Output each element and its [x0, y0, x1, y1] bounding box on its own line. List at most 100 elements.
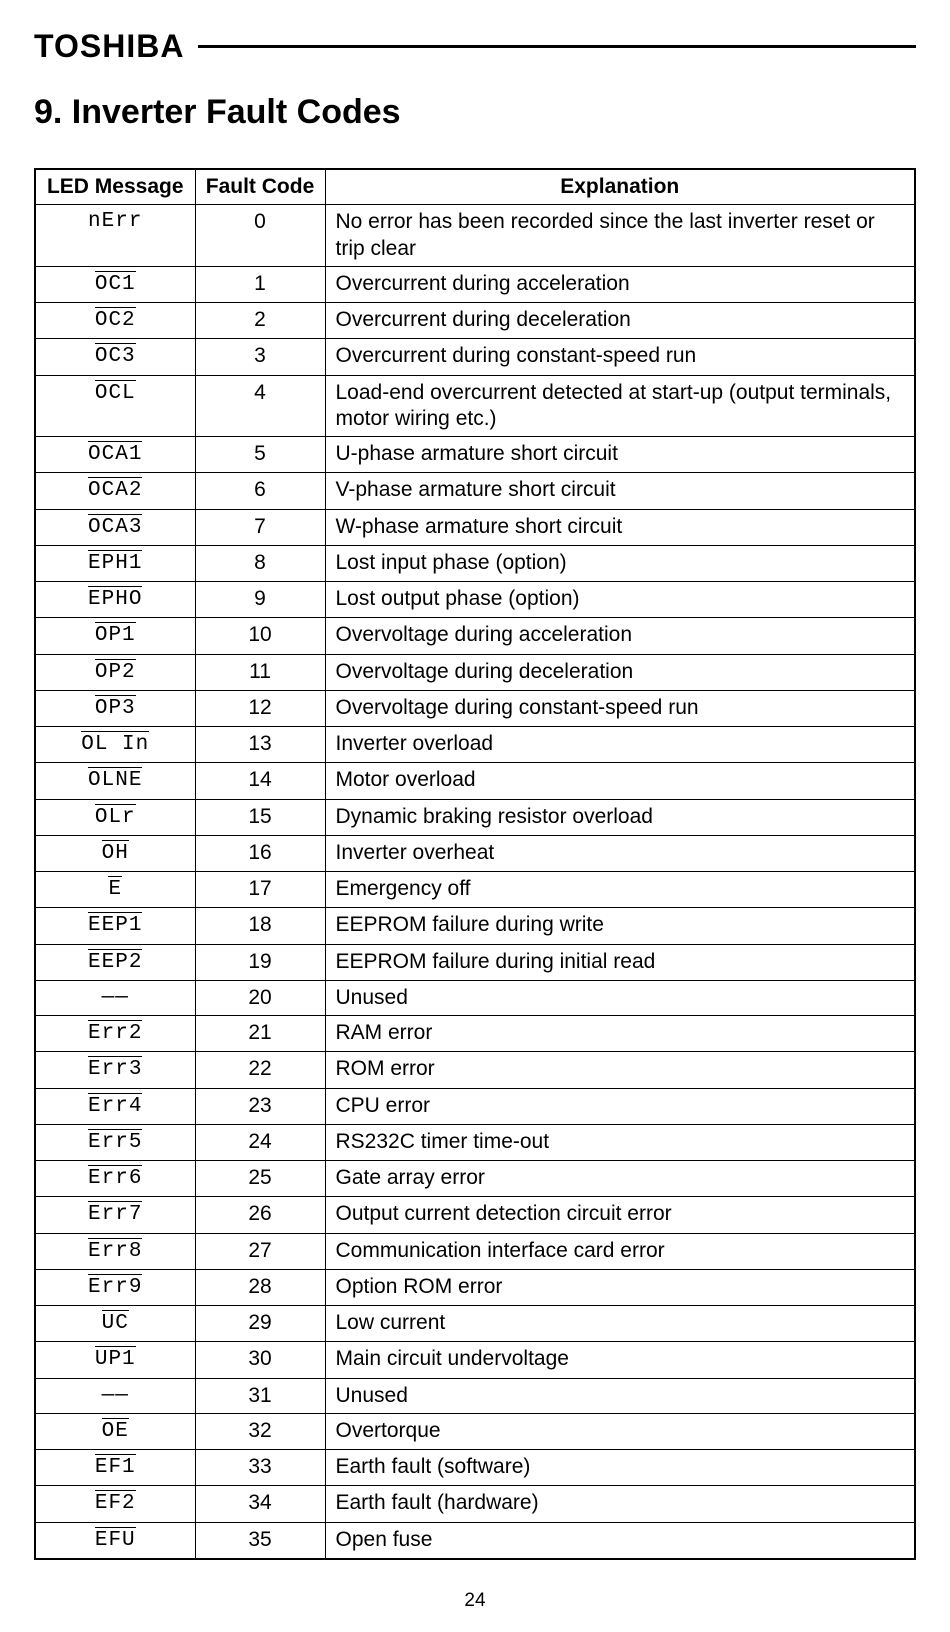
explanation-cell: RAM error [325, 1016, 915, 1052]
table-row: ——31Unused [35, 1378, 915, 1413]
explanation-cell: Gate array error [325, 1161, 915, 1197]
fault-code-cell: 9 [195, 582, 325, 618]
fault-code-cell: 17 [195, 872, 325, 908]
table-row: EFU35Open fuse [35, 1522, 915, 1559]
fault-code-cell: 34 [195, 1486, 325, 1522]
fault-code-cell: 29 [195, 1306, 325, 1342]
fault-code-cell: 20 [195, 980, 325, 1015]
explanation-cell: Lost output phase (option) [325, 582, 915, 618]
led-message-cell: OE [35, 1413, 195, 1449]
led-message-cell: Err2 [35, 1016, 195, 1052]
explanation-cell: No error has been recorded since the las… [325, 205, 915, 267]
fault-codes-table: LED Message Fault Code Explanation nErr0… [34, 168, 916, 1560]
table-row: OP110Overvoltage during acceleration [35, 618, 915, 654]
led-message-cell: OCA1 [35, 437, 195, 473]
led-message-cell: EEP2 [35, 944, 195, 980]
col-header-led: LED Message [35, 169, 195, 205]
table-row: OCL4Load-end overcurrent detected at sta… [35, 375, 915, 437]
table-row: UC29Low current [35, 1306, 915, 1342]
fault-code-cell: 21 [195, 1016, 325, 1052]
fault-code-cell: 33 [195, 1450, 325, 1486]
led-message-cell: Err4 [35, 1088, 195, 1124]
explanation-cell: Option ROM error [325, 1269, 915, 1305]
table-row: Err524RS232C timer time-out [35, 1124, 915, 1160]
explanation-cell: Inverter overload [325, 727, 915, 763]
explanation-cell: Overcurrent during deceleration [325, 303, 915, 339]
table-row: Err322ROM error [35, 1052, 915, 1088]
table-row: Err726Output current detection circuit e… [35, 1197, 915, 1233]
explanation-cell: Overcurrent during constant-speed run [325, 339, 915, 375]
col-header-code: Fault Code [195, 169, 325, 205]
table-row: EPHO9Lost output phase (option) [35, 582, 915, 618]
led-message-cell: Err7 [35, 1197, 195, 1233]
explanation-cell: Motor overload [325, 763, 915, 799]
table-row: OP312Overvoltage during constant-speed r… [35, 690, 915, 726]
led-message-cell: —— [35, 980, 195, 1015]
fault-code-cell: 16 [195, 835, 325, 871]
fault-code-cell: 32 [195, 1413, 325, 1449]
table-row: OLr15Dynamic braking resistor overload [35, 799, 915, 835]
led-message-cell: OP1 [35, 618, 195, 654]
table-row: E17Emergency off [35, 872, 915, 908]
led-message-cell: OC2 [35, 303, 195, 339]
table-row: ——20Unused [35, 980, 915, 1015]
led-message-cell: Err8 [35, 1233, 195, 1269]
led-message-cell: Err9 [35, 1269, 195, 1305]
led-message-cell: Err5 [35, 1124, 195, 1160]
section-title: 9. Inverter Fault Codes [34, 93, 916, 132]
fault-code-cell: 2 [195, 303, 325, 339]
fault-code-cell: 3 [195, 339, 325, 375]
led-message-cell: OCA2 [35, 473, 195, 509]
page-header: TOSHIBA [34, 28, 916, 65]
table-row: OCA15U-phase armature short circuit [35, 437, 915, 473]
fault-code-cell: 8 [195, 545, 325, 581]
explanation-cell: ROM error [325, 1052, 915, 1088]
table-row: OE32Overtorque [35, 1413, 915, 1449]
explanation-cell: Main circuit undervoltage [325, 1342, 915, 1378]
header-rule [198, 45, 916, 48]
led-message-cell: OL In [35, 727, 195, 763]
fault-code-cell: 11 [195, 654, 325, 690]
table-row: Err827Communication interface card error [35, 1233, 915, 1269]
table-row: OL In13Inverter overload [35, 727, 915, 763]
led-message-cell: EPHO [35, 582, 195, 618]
explanation-cell: Dynamic braking resistor overload [325, 799, 915, 835]
explanation-cell: V-phase armature short circuit [325, 473, 915, 509]
fault-code-cell: 35 [195, 1522, 325, 1559]
page-number: 24 [34, 1590, 916, 1612]
table-row: Err928Option ROM error [35, 1269, 915, 1305]
fault-code-cell: 19 [195, 944, 325, 980]
table-row: Err423CPU error [35, 1088, 915, 1124]
table-row: Err625Gate array error [35, 1161, 915, 1197]
fault-code-cell: 30 [195, 1342, 325, 1378]
led-message-cell: Err6 [35, 1161, 195, 1197]
explanation-cell: U-phase armature short circuit [325, 437, 915, 473]
explanation-cell: Low current [325, 1306, 915, 1342]
table-row: OCA26V-phase armature short circuit [35, 473, 915, 509]
table-header-row: LED Message Fault Code Explanation [35, 169, 915, 205]
fault-code-cell: 14 [195, 763, 325, 799]
led-message-cell: EPH1 [35, 545, 195, 581]
explanation-cell: Output current detection circuit error [325, 1197, 915, 1233]
led-message-cell: EEP1 [35, 908, 195, 944]
led-message-cell: OLr [35, 799, 195, 835]
explanation-cell: CPU error [325, 1088, 915, 1124]
fault-code-cell: 10 [195, 618, 325, 654]
explanation-cell: Overvoltage during constant-speed run [325, 690, 915, 726]
explanation-cell: Lost input phase (option) [325, 545, 915, 581]
explanation-cell: W-phase armature short circuit [325, 509, 915, 545]
table-row: EPH18Lost input phase (option) [35, 545, 915, 581]
brand-logo-text: TOSHIBA [34, 28, 184, 65]
fault-code-cell: 0 [195, 205, 325, 267]
fault-code-cell: 15 [195, 799, 325, 835]
table-row: OC33Overcurrent during constant-speed ru… [35, 339, 915, 375]
fault-code-cell: 31 [195, 1378, 325, 1413]
led-message-cell: nErr [35, 205, 195, 267]
led-message-cell: EF1 [35, 1450, 195, 1486]
led-message-cell: EFU [35, 1522, 195, 1559]
fault-code-cell: 13 [195, 727, 325, 763]
table-row: OLNE14Motor overload [35, 763, 915, 799]
fault-code-cell: 24 [195, 1124, 325, 1160]
explanation-cell: Open fuse [325, 1522, 915, 1559]
led-message-cell: Err3 [35, 1052, 195, 1088]
